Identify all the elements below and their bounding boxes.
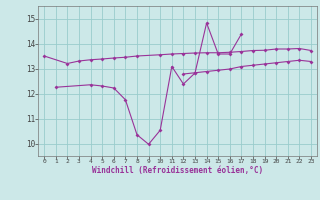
X-axis label: Windchill (Refroidissement éolien,°C): Windchill (Refroidissement éolien,°C) bbox=[92, 166, 263, 175]
